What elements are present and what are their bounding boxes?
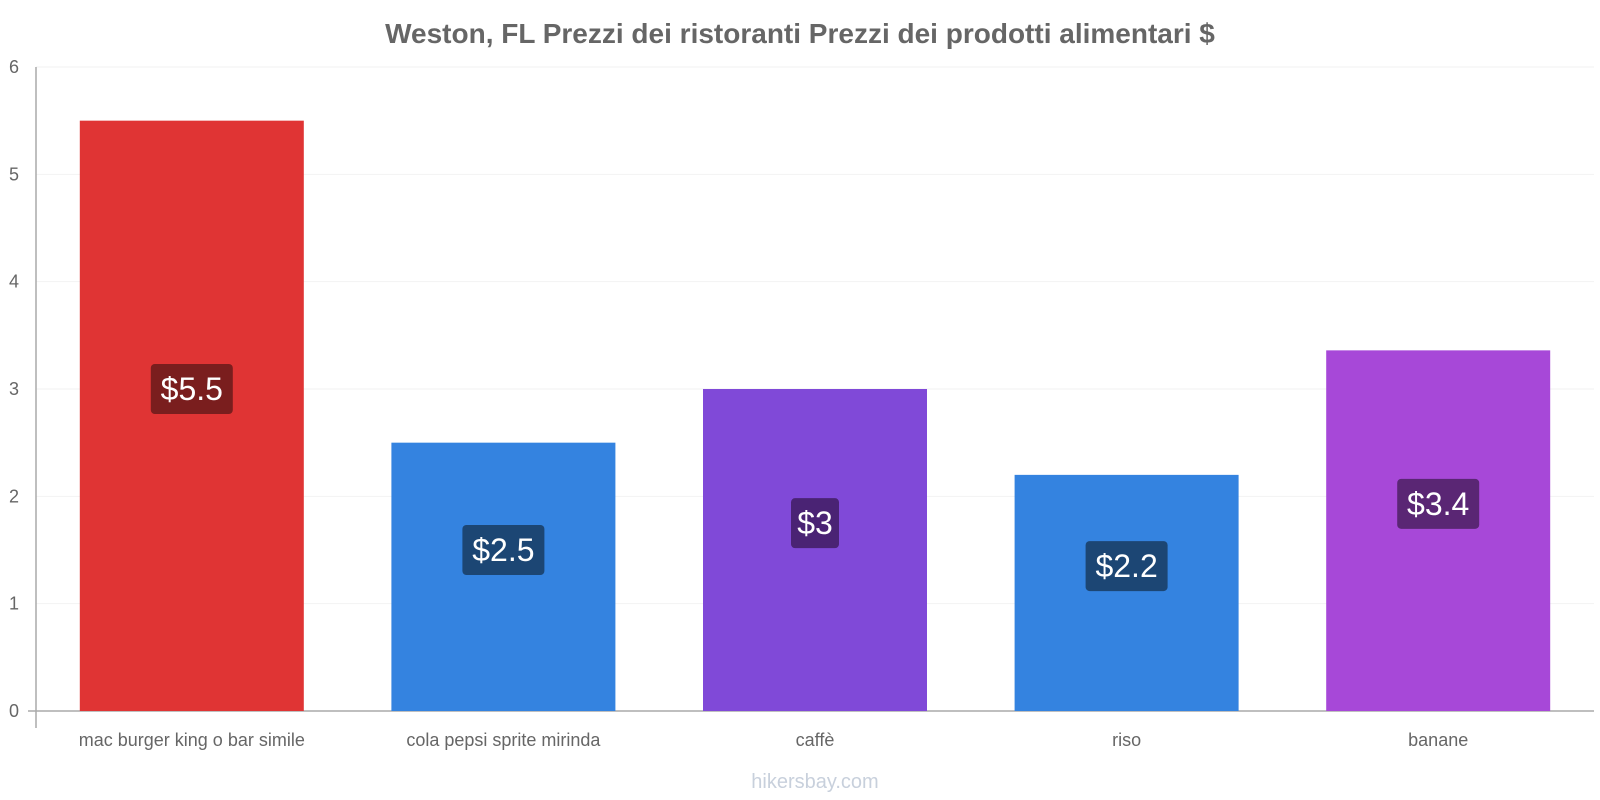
data-labels: $5.5 $2.5 $3 $2.2 $3.4 bbox=[150, 364, 1480, 592]
x-tick-label: cola pepsi sprite mirinda bbox=[406, 730, 601, 750]
data-label: $2.5 bbox=[472, 532, 534, 568]
y-tick-label: 2 bbox=[9, 486, 19, 506]
bar bbox=[1326, 350, 1551, 711]
chart-title: Weston, FL Prezzi dei ristoranti Prezzi … bbox=[385, 18, 1215, 49]
y-tick-label: 1 bbox=[9, 594, 19, 614]
x-tick-label: banane bbox=[1408, 730, 1468, 750]
data-label-box bbox=[1397, 478, 1480, 529]
x-tick-label: caffè bbox=[796, 730, 835, 750]
x-axis-ticks: mac burger king o bar simile cola pepsi s… bbox=[79, 730, 1468, 750]
watermark: hikersbay.com bbox=[751, 771, 878, 793]
bar bbox=[1014, 474, 1239, 711]
bar bbox=[79, 120, 304, 711]
y-tick-label: 0 bbox=[9, 701, 19, 721]
y-tick-label: 3 bbox=[9, 379, 19, 399]
data-label-box bbox=[791, 498, 839, 549]
bar bbox=[703, 389, 927, 711]
y-tick-label: 5 bbox=[9, 164, 19, 184]
data-label: $3.4 bbox=[1407, 486, 1469, 522]
x-tick-label: riso bbox=[1112, 730, 1141, 750]
bar bbox=[391, 442, 616, 711]
bars bbox=[79, 120, 1551, 711]
data-label: $3 bbox=[797, 505, 833, 541]
y-tick-label: 4 bbox=[9, 272, 19, 292]
data-label-box bbox=[1085, 541, 1168, 592]
data-label-box bbox=[150, 364, 233, 414]
data-label: $5.5 bbox=[161, 371, 223, 407]
data-label: $2.2 bbox=[1095, 548, 1157, 584]
y-axis-ticks: 0 1 2 3 4 5 6 bbox=[9, 57, 19, 721]
data-label-box bbox=[462, 525, 545, 575]
x-tick-label: mac burger king o bar simile bbox=[79, 730, 305, 750]
y-tick-label: 6 bbox=[9, 57, 19, 77]
